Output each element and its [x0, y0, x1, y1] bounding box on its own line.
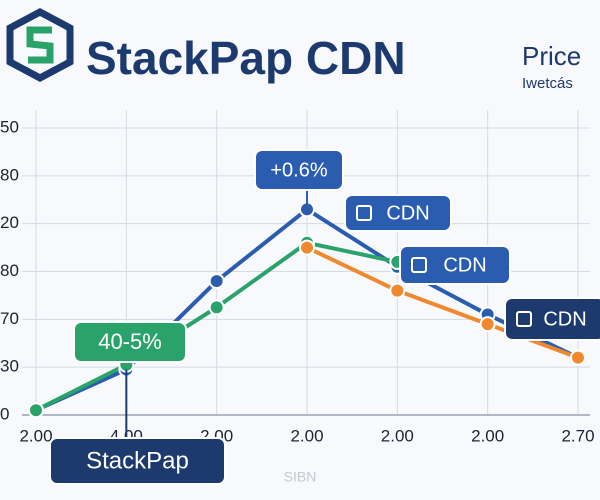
data-point: [389, 282, 406, 299]
x-tick-label: 2.70: [561, 426, 594, 445]
y-tick-label: 0: [0, 404, 9, 423]
y-tick-label: 30: [0, 357, 19, 376]
annotation: CDN: [344, 194, 452, 232]
annotation: +0.6%: [254, 149, 344, 210]
data-point: [208, 273, 225, 290]
title: StackPap CDN: [86, 32, 406, 84]
annotation-box: [49, 437, 226, 485]
annotation-box: [73, 321, 187, 363]
data-point: [208, 299, 225, 316]
x-tick-label: 2.00: [19, 426, 52, 445]
annotation-label: +0.6%: [270, 159, 327, 181]
data-point: [570, 349, 586, 366]
annotation-box: [504, 297, 600, 341]
annotation-icon: [356, 205, 372, 221]
y-tick-label: 20: [0, 213, 19, 232]
annotation: 40-5%: [73, 321, 187, 363]
annotation: CDN: [504, 297, 600, 341]
annotation-label: StackPap: [86, 447, 189, 474]
annotation-icon: [411, 257, 427, 273]
y-tick-label: 50: [0, 117, 19, 136]
annotation-box: [344, 194, 452, 232]
annotation: StackPap: [49, 369, 226, 485]
y-tick-label: 70: [0, 309, 19, 328]
annotation: CDN: [399, 245, 511, 285]
data-point: [28, 402, 44, 419]
x-tick-label: 2.00: [381, 426, 414, 445]
side-subtitle: Iwetcás: [522, 75, 573, 92]
annotation-box: [254, 149, 344, 191]
annotation-label: CDN: [543, 308, 586, 330]
x-tick-label: 2.00: [290, 426, 323, 445]
annotation-label: CDN: [386, 202, 429, 224]
logo: [6, 8, 74, 82]
annotation-box: [399, 245, 511, 285]
watermark: SIBN: [284, 469, 317, 485]
side-title: Price: [522, 41, 581, 71]
annotation-label: CDN: [443, 254, 486, 276]
x-tick-label: 2.00: [471, 426, 504, 445]
annotation-icon: [516, 311, 532, 327]
y-tick-label: 80: [0, 165, 19, 184]
data-point: [299, 239, 315, 256]
data-point: [479, 316, 496, 333]
y-tick-label: 80: [0, 261, 19, 280]
annotation-label: 40-5%: [98, 329, 162, 354]
